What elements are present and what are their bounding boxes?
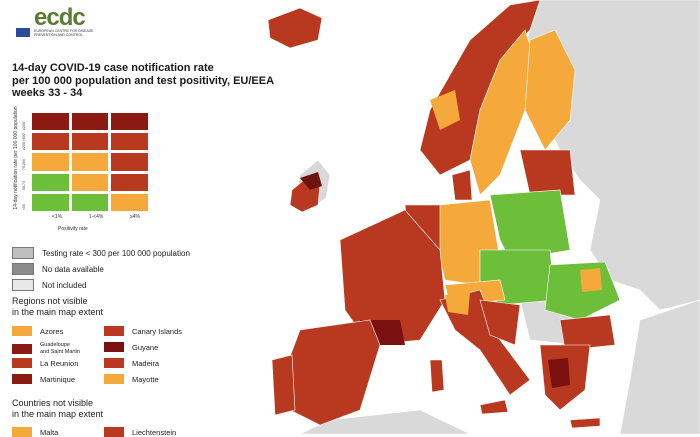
matrix-y-label: 14-day notification rate per 100 000 pop… [13, 106, 19, 210]
color-matrix [31, 112, 149, 212]
matrix-row-label: 50-74 [22, 181, 26, 190]
matrix-row-label: 75-200 [22, 159, 26, 170]
matrix-cell [31, 112, 70, 132]
matrix-row-label: ≥200 <500 [22, 133, 26, 150]
region-swatch [12, 326, 32, 336]
matrix-cell [70, 172, 110, 192]
region-label: Guadeloupe and Saint Martin [40, 342, 81, 355]
logo-text: ecdc [34, 4, 86, 31]
region-item: Liechtenstein [104, 427, 176, 437]
matrix-cell [70, 152, 110, 172]
matrix-col-label: ≥4% [130, 214, 140, 220]
bulgaria [559, 314, 616, 351]
matrix-cell [31, 172, 70, 192]
france [339, 209, 446, 346]
matrix-col-label: 1-<4% [88, 214, 104, 220]
legend-swatch [12, 247, 34, 259]
region-item: Guyane [104, 342, 158, 352]
region-label: Liechtenstein [132, 427, 177, 437]
region-swatch [12, 344, 32, 354]
region-item: Mayotte [104, 374, 159, 384]
italy [439, 289, 531, 396]
title-line-2: per 100 000 population and test positivi… [12, 74, 275, 87]
legend-swatch [12, 279, 34, 291]
portugal [271, 354, 296, 416]
region-swatch [104, 342, 124, 352]
ecdc-logo: ecdc EUROPEAN CENTRE FOR DISEASE PREVENT… [8, 2, 94, 44]
region-swatch [104, 326, 124, 336]
matrix-cell [31, 152, 70, 172]
region-swatch [104, 427, 124, 437]
legend-not-included: Not included [12, 279, 86, 291]
matrix-cell [110, 152, 149, 172]
matrix-cell [31, 132, 70, 152]
legend-no-data: No data available [12, 263, 104, 275]
matrix-x-label: Positivity rate [58, 226, 88, 232]
sardinia [429, 359, 445, 393]
regions-heading-line-1: Regions not visible [12, 296, 88, 306]
denmark [451, 169, 473, 201]
finland [524, 29, 576, 151]
matrix-cell [110, 112, 149, 132]
region-label: Canary Islands [132, 326, 183, 336]
matrix-cell [70, 112, 110, 132]
sicily [479, 399, 509, 415]
matrix-cell [110, 172, 149, 192]
title-line-3: weeks 33 - 34 [12, 87, 83, 99]
baltics [519, 149, 576, 196]
croatia [479, 299, 521, 346]
legend-label: Testing rate < 300 per 100 000 populatio… [42, 248, 190, 258]
region-swatch [104, 358, 124, 368]
logo-subtitle: EUROPEAN CENTRE FOR DISEASE PREVENTION A… [34, 29, 94, 37]
matrix-cell [70, 132, 110, 152]
regions-heading: Regions not visible in the main map exte… [12, 296, 103, 318]
region-item: Martinique [12, 374, 75, 384]
region-label: Martinique [40, 374, 76, 384]
countries-heading-line-1: Countries not visible [12, 398, 94, 408]
legend-label: Not included [42, 280, 87, 290]
region-item: La Reunion [12, 358, 78, 368]
region-swatch [12, 358, 32, 368]
region-label: Guyane [132, 342, 159, 352]
region-item: Guadeloupe and Saint Martin [12, 342, 80, 356]
iceland [267, 7, 323, 49]
region-swatch [104, 374, 124, 384]
legend-label: No data available [42, 264, 104, 274]
region-item: Madeira [104, 358, 159, 368]
eu-flag-icon [16, 28, 30, 37]
matrix-cell [110, 192, 149, 212]
countries-heading-line-2: in the main map extent [12, 409, 104, 419]
region-label: Azores [40, 326, 64, 336]
region-swatch [12, 427, 32, 437]
countries-heading: Countries not visible in the main map ex… [12, 398, 103, 420]
matrix-col-label: <1% [51, 214, 63, 220]
region-item: Canary Islands [104, 326, 182, 336]
matrix-cell [31, 192, 70, 212]
region-label: La Reunion [40, 358, 79, 368]
crete [569, 417, 601, 429]
region-label: Mayotte [132, 374, 159, 384]
matrix-row-label: <50 [22, 204, 26, 210]
map-title: 14-day COVID-19 case notification rate p… [12, 62, 302, 100]
matrix-cell [110, 132, 149, 152]
title-line-1: 14-day COVID-19 case notification rate [12, 62, 214, 74]
region-item: Azores [12, 326, 63, 336]
legend-swatch [12, 263, 34, 275]
region-item: Malta [12, 427, 58, 437]
regions-heading-line-2: in the main map extent [12, 307, 104, 317]
region-swatch [12, 374, 32, 384]
region-label: Malta [40, 427, 59, 437]
matrix-row-label: ≥200 [22, 122, 26, 130]
matrix-cell [70, 192, 110, 212]
region-label: Madeira [132, 358, 160, 368]
legend-testing-rate: Testing rate < 300 per 100 000 populatio… [12, 247, 190, 259]
